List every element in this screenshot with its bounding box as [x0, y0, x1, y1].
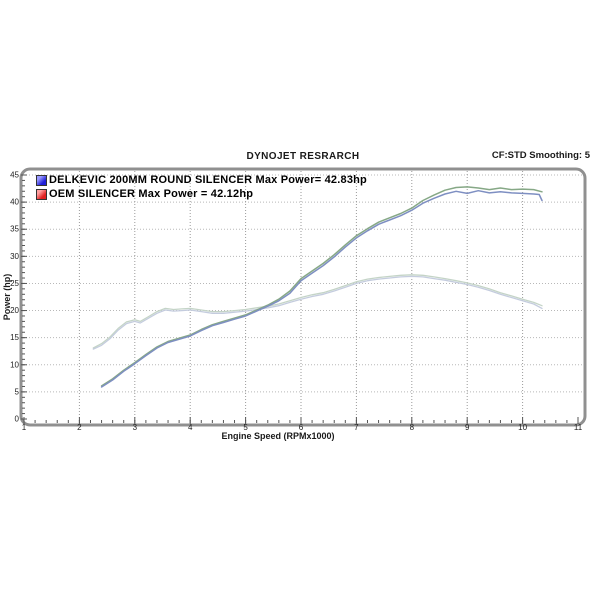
x-tick-label: 6 [299, 423, 304, 432]
legend-label-delkevic: DELKEVIC 200MM ROUND SILENCER Max Power=… [49, 174, 367, 186]
y-tick-label: 40 [10, 198, 19, 207]
x-tick-label: 2 [77, 423, 82, 432]
y-tick-label: 45 [10, 171, 19, 180]
curve-delkevic-secondary-trace [92, 274, 543, 349]
x-tick-label: 7 [354, 423, 359, 432]
curve-oem-power [100, 189, 543, 388]
y-tick-label: 5 [15, 387, 20, 396]
legend-label-oem: OEM SILENCER Max Power = 42.12hp [49, 188, 254, 200]
y-tick-label: 0 [15, 415, 20, 424]
x-tick-label: 3 [133, 423, 138, 432]
legend-item-oem: OEM SILENCER Max Power = 42.12hp [36, 187, 367, 201]
y-tick-label: 25 [10, 279, 19, 288]
x-axis-label: Engine Speed (RPMx1000) [221, 431, 335, 441]
chart-title: DYNOJET RESRARCH [246, 151, 360, 162]
x-tick-label: 10 [518, 423, 527, 432]
x-tick-label: 8 [410, 423, 415, 432]
chart-legend: DELKEVIC 200MM ROUND SILENCER Max Power=… [36, 173, 367, 201]
legend-swatch-blue [36, 174, 47, 186]
curve-delkevic-power [100, 186, 543, 387]
x-tick-label: 5 [243, 423, 248, 432]
legend-item-delkevic: DELKEVIC 200MM ROUND SILENCER Max Power=… [36, 173, 367, 187]
smoothing-label: CF:STD Smoothing: 5 [491, 150, 590, 161]
y-tick-label: 20 [10, 306, 19, 315]
x-tick-label: 11 [574, 423, 583, 432]
y-tick-label: 10 [10, 360, 19, 369]
x-tick-label: 9 [465, 423, 470, 432]
chart-frame [19, 167, 587, 427]
y-axis-label: Power (hp) [2, 273, 12, 321]
curve-oem-secondary-trace [92, 275, 543, 350]
x-tick-label: 4 [188, 423, 193, 432]
y-tick-label: 30 [10, 252, 19, 261]
x-tick-label: 1 [22, 423, 27, 432]
y-tick-label: 35 [10, 225, 19, 234]
y-tick-label: 15 [10, 333, 19, 342]
legend-swatch-red [36, 188, 47, 200]
